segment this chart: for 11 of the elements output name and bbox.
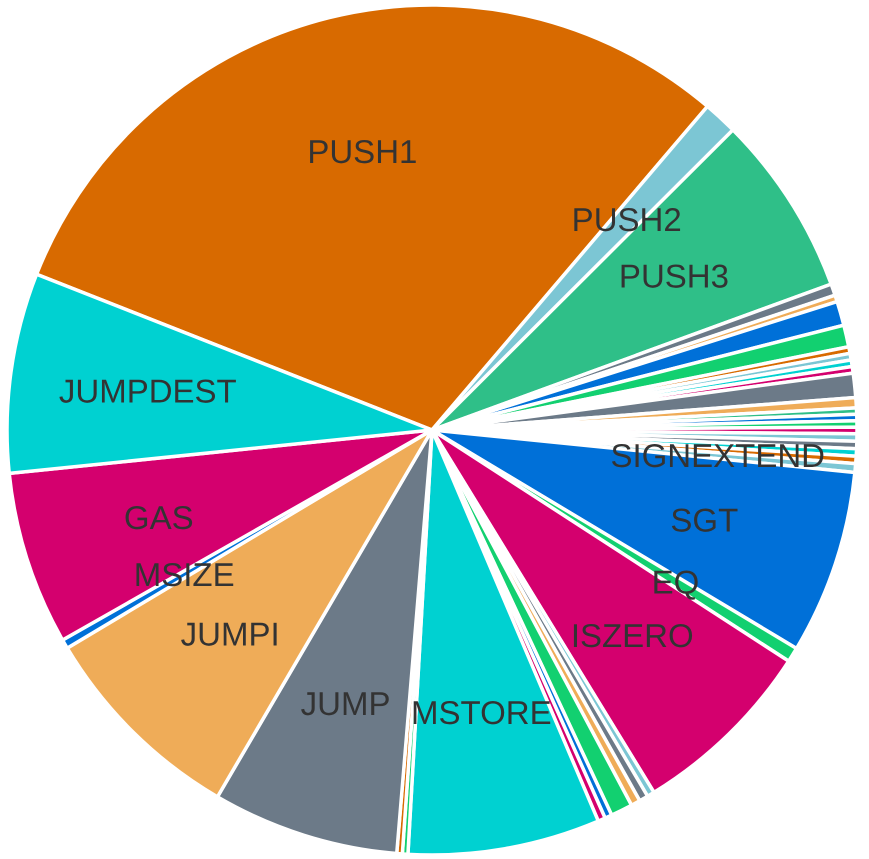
slice-label: JUMP [300,685,390,722]
slice-label: PUSH3 [618,257,729,294]
slice-label: ISZERO [570,616,694,654]
slice-label: JUMPI [180,615,280,652]
slice-label: JUMPDEST [58,372,237,410]
slice-label: SGT [670,502,738,539]
slice-label: PUSH2 [572,200,682,238]
slice-label: EQ [652,563,700,600]
slice-label: GAS [124,498,194,536]
slice-label: MSIZE [134,556,235,594]
slice-label: PUSH1 [307,133,418,170]
